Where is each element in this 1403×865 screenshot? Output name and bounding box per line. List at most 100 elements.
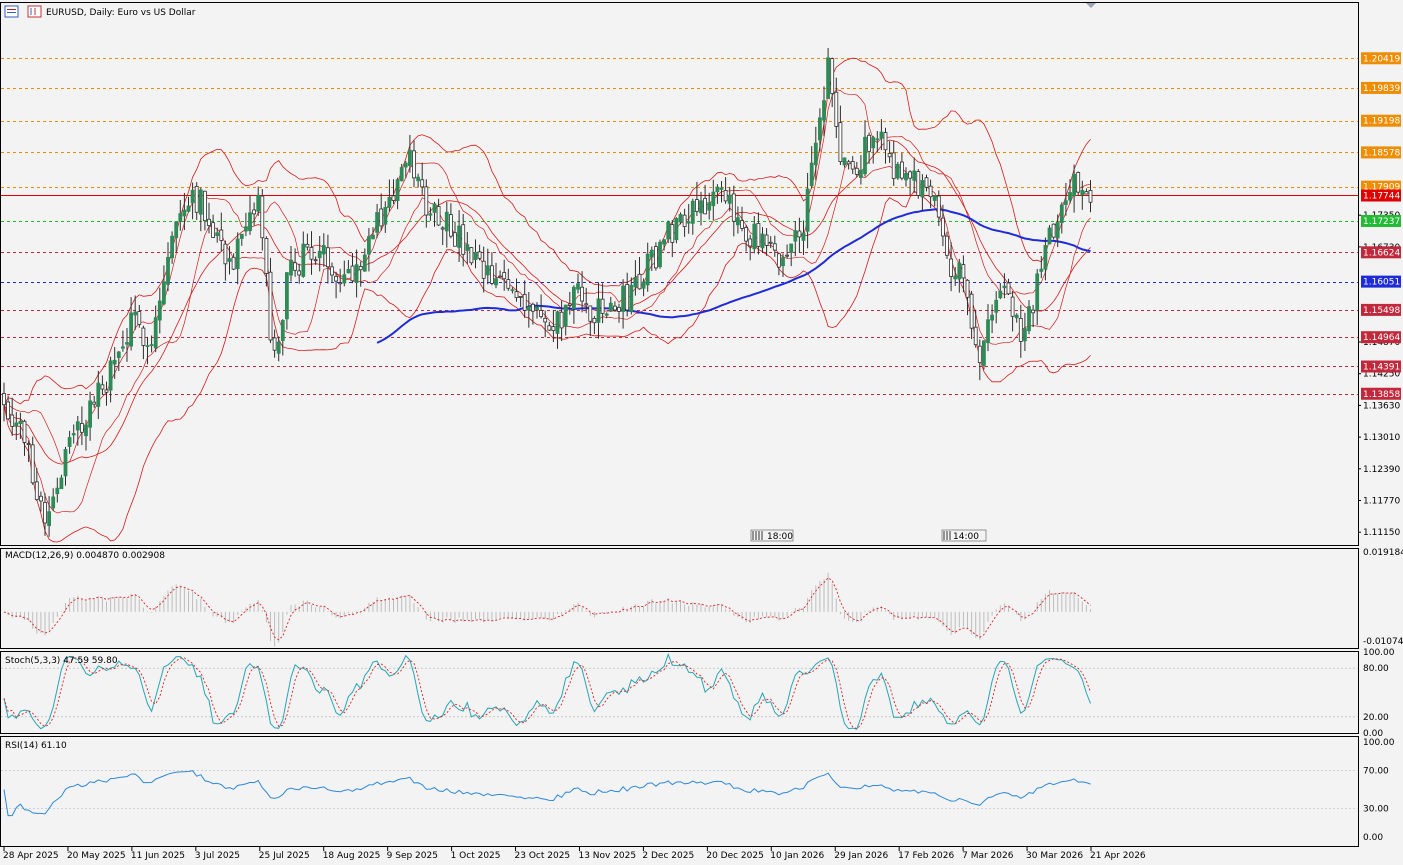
candle-body — [489, 265, 494, 284]
candle-body — [957, 262, 962, 280]
candle-body — [1006, 282, 1011, 295]
candle-body — [690, 200, 695, 224]
stoch-main-line — [3, 653, 1091, 730]
time-tick-label: 18 Aug 2025 — [323, 851, 381, 861]
candle-body — [617, 306, 621, 312]
candle-body — [887, 152, 892, 158]
candle-body — [756, 222, 761, 247]
candle-body — [6, 401, 10, 420]
candle-body — [252, 209, 257, 215]
candle-body — [912, 170, 917, 181]
candle-body — [34, 481, 39, 500]
candle-body — [485, 265, 490, 276]
candle-body — [1031, 309, 1035, 314]
candle-body — [727, 194, 732, 204]
candle-body — [387, 196, 392, 208]
time-tick-label: 28 Apr 2025 — [3, 851, 59, 861]
stoch-signal-line — [3, 657, 1091, 730]
candle-body — [166, 256, 170, 285]
candle-body — [137, 311, 142, 325]
candle-body — [563, 304, 568, 327]
candle-body — [805, 188, 810, 232]
candle-body — [740, 220, 744, 229]
candle-body — [604, 313, 609, 316]
chart-window-icon[interactable] — [4, 5, 19, 18]
candle-body — [875, 138, 880, 141]
bollinger-lower — [3, 190, 1091, 543]
candle-body — [202, 190, 207, 222]
candle-body — [284, 272, 289, 320]
candle-body — [961, 264, 966, 279]
candle-body — [748, 238, 753, 247]
candle-body — [444, 211, 449, 232]
candle-body — [407, 149, 412, 166]
ma-line — [376, 208, 1091, 344]
chart-shift-marker-icon[interactable] — [1086, 3, 1096, 8]
candle-body — [895, 163, 900, 179]
candle-body — [543, 317, 548, 323]
candle-body — [354, 264, 359, 283]
candle-body — [399, 167, 404, 182]
candle-body — [211, 222, 216, 238]
candle-body — [457, 225, 462, 248]
candle-body — [80, 423, 84, 433]
candle-body — [588, 305, 593, 322]
candle-body — [325, 247, 330, 268]
candle-body — [178, 213, 183, 222]
rsi-pane[interactable] — [0, 736, 1359, 847]
level-price-tag — [1361, 275, 1401, 288]
candle-body — [63, 449, 68, 477]
candle-body — [592, 318, 597, 324]
candle-body — [982, 340, 986, 366]
time-tick-label: 1 Oct 2025 — [451, 851, 501, 861]
candles — [2, 48, 1093, 537]
candle-body — [293, 262, 298, 271]
candle-body — [502, 272, 507, 280]
candle-body — [424, 186, 429, 216]
candle-body — [818, 117, 822, 141]
stoch-title: Stoch(5,3,3) 47.59 59.80 — [5, 656, 118, 666]
time-tick-label: 2 Dec 2025 — [642, 851, 694, 861]
candle-body — [1010, 296, 1015, 317]
candle-body — [506, 279, 511, 289]
candle-body — [1027, 306, 1031, 332]
time-axis: 28 Apr 2025 20 May 2025 11 Jun 2025 3 Jul 2… — [3, 847, 1146, 861]
candle-body — [850, 161, 855, 170]
candle-body — [793, 230, 798, 242]
event-marker-2[interactable]: 14:00 — [941, 529, 987, 542]
candle-body — [75, 421, 80, 431]
candle-body — [744, 227, 748, 242]
candle-body — [547, 325, 552, 331]
time-tick-label: 23 Oct 2025 — [515, 851, 571, 861]
level-price-tag-label: 1.17909 — [1363, 183, 1400, 193]
candle-body — [116, 351, 121, 359]
candle-body — [317, 250, 322, 259]
candle-body — [477, 251, 482, 259]
candle-body — [666, 221, 671, 240]
candle-body — [1088, 189, 1093, 203]
candle-body — [153, 317, 158, 349]
candle-body — [108, 360, 113, 391]
candle-body — [842, 157, 847, 166]
candle-body — [932, 195, 937, 201]
level-price-tag-label: 1.16051 — [1363, 278, 1400, 288]
event-marker-label: 18:00 — [767, 532, 793, 542]
candle-body — [309, 247, 314, 260]
chart-title: EURUSD, Daily: Euro vs US Dollar — [46, 8, 196, 18]
macd-pane[interactable] — [0, 548, 1359, 649]
candle-body — [260, 195, 265, 239]
candle-body — [662, 239, 666, 245]
candle-body — [174, 221, 179, 239]
level-price-tag-label: 1.16624 — [1363, 248, 1400, 258]
price-pane[interactable] — [0, 2, 1359, 546]
stoch-axis-label: 80.00 — [1363, 664, 1389, 674]
event-marker-1[interactable]: 18:00 — [750, 529, 794, 542]
price-tick-label: 1.11150 — [1363, 528, 1400, 538]
candle-body — [1059, 204, 1064, 224]
price-tick-label: 1.11770 — [1363, 497, 1400, 507]
level-price-tag — [1361, 331, 1401, 344]
candle-body — [223, 243, 228, 265]
rsi-indicator — [1, 770, 1358, 817]
